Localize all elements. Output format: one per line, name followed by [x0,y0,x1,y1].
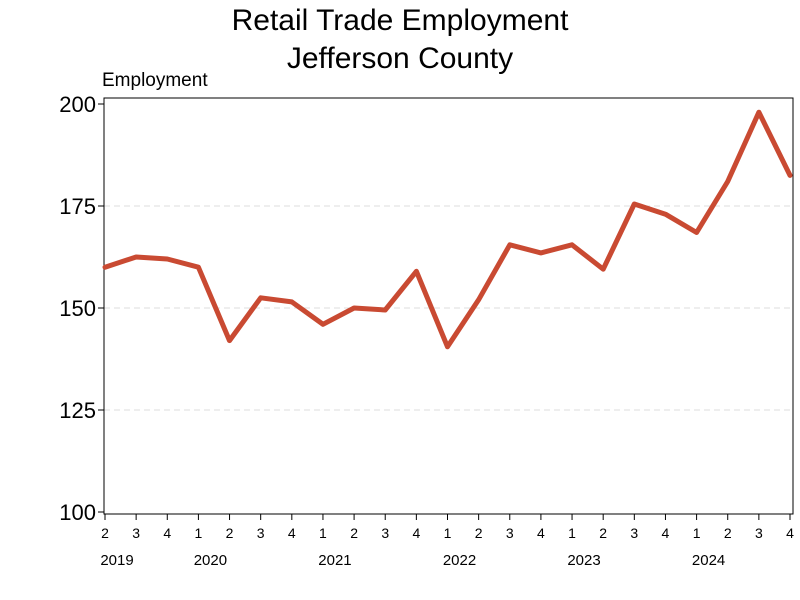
data-point [663,212,668,217]
x-tick-label-quarter: 4 [662,525,670,541]
x-tick-label-quarter: 3 [132,525,140,541]
data-point [601,267,606,272]
data-point [538,250,543,255]
data-point [476,297,481,302]
x-axis-ticks: 2 3 4 1 2 3 4 1 2 3 4 1 2 3 4 1 2 3 4 1 2 3 4 [101,514,794,541]
x-tick-label-quarter: 2 [724,525,732,541]
data-point [445,344,450,349]
x-tick-label-quarter: 3 [506,525,514,541]
y-tick-label-100: 100 [59,500,96,525]
data-point [320,322,325,327]
data-point [694,230,699,235]
year-label-2023: 2023 [567,552,600,569]
data-point [165,257,170,262]
x-tick-label-quarter: 2 [599,525,607,541]
data-point [134,255,139,259]
y-axis-label: Employment [102,70,208,91]
x-tick-label-quarter: 1 [319,525,327,541]
data-point [570,242,575,247]
x-tick-label-quarter: 2 [226,525,234,541]
x-tick-label-quarter: 3 [755,525,763,541]
data-point [507,242,512,247]
data-point [383,308,388,313]
year-label-2020: 2020 [194,552,227,569]
y-tick-label-175: 175 [59,194,96,219]
year-labels: 2019 2020 2021 2022 2023 2024 [100,552,725,569]
chart-title-line-2: Jefferson County [287,42,513,75]
x-tick-label-quarter: 3 [381,525,389,541]
y-tick-label-150: 150 [59,296,96,321]
x-tick-label-quarter: 1 [568,525,576,541]
year-label-2019: 2019 [100,552,133,569]
year-label-2024: 2024 [692,552,725,569]
x-tick-label-quarter: 1 [195,525,203,541]
series-line [102,109,793,350]
data-point [227,338,232,343]
data-point [756,110,761,115]
year-label-2022: 2022 [443,552,476,569]
data-point [103,265,107,270]
x-tick-label-quarter: 3 [630,525,638,541]
y-axis-ticks: 100 125 150 175 200 [59,92,104,525]
x-tick-label-quarter: 3 [257,525,265,541]
x-tick-label-quarter: 2 [101,525,109,541]
data-point [289,299,294,304]
x-tick-label-quarter: 4 [288,525,296,541]
gridlines [104,205,793,411]
data-point [196,265,201,270]
x-tick-label-quarter: 4 [412,525,420,541]
y-tick-label-200: 200 [59,92,96,117]
x-tick-label-quarter: 4 [786,525,794,541]
year-label-2021: 2021 [318,552,351,569]
data-point [414,269,419,274]
data-point [632,201,637,206]
x-tick-label-quarter: 1 [444,525,452,541]
plot-frame [103,97,794,515]
series-employment [102,109,793,350]
x-tick-label-quarter: 1 [693,525,701,541]
x-tick-label-quarter: 4 [163,525,171,541]
data-point [352,306,357,310]
x-tick-label-quarter: 2 [475,525,483,541]
data-point [725,179,730,184]
x-tick-label-quarter: 2 [350,525,358,541]
y-tick-label-125: 125 [59,398,96,423]
x-tick-label-quarter: 4 [537,525,545,541]
chart-title-line-1: Retail Trade Employment [232,4,569,37]
data-point [788,173,792,178]
data-point [258,295,263,300]
